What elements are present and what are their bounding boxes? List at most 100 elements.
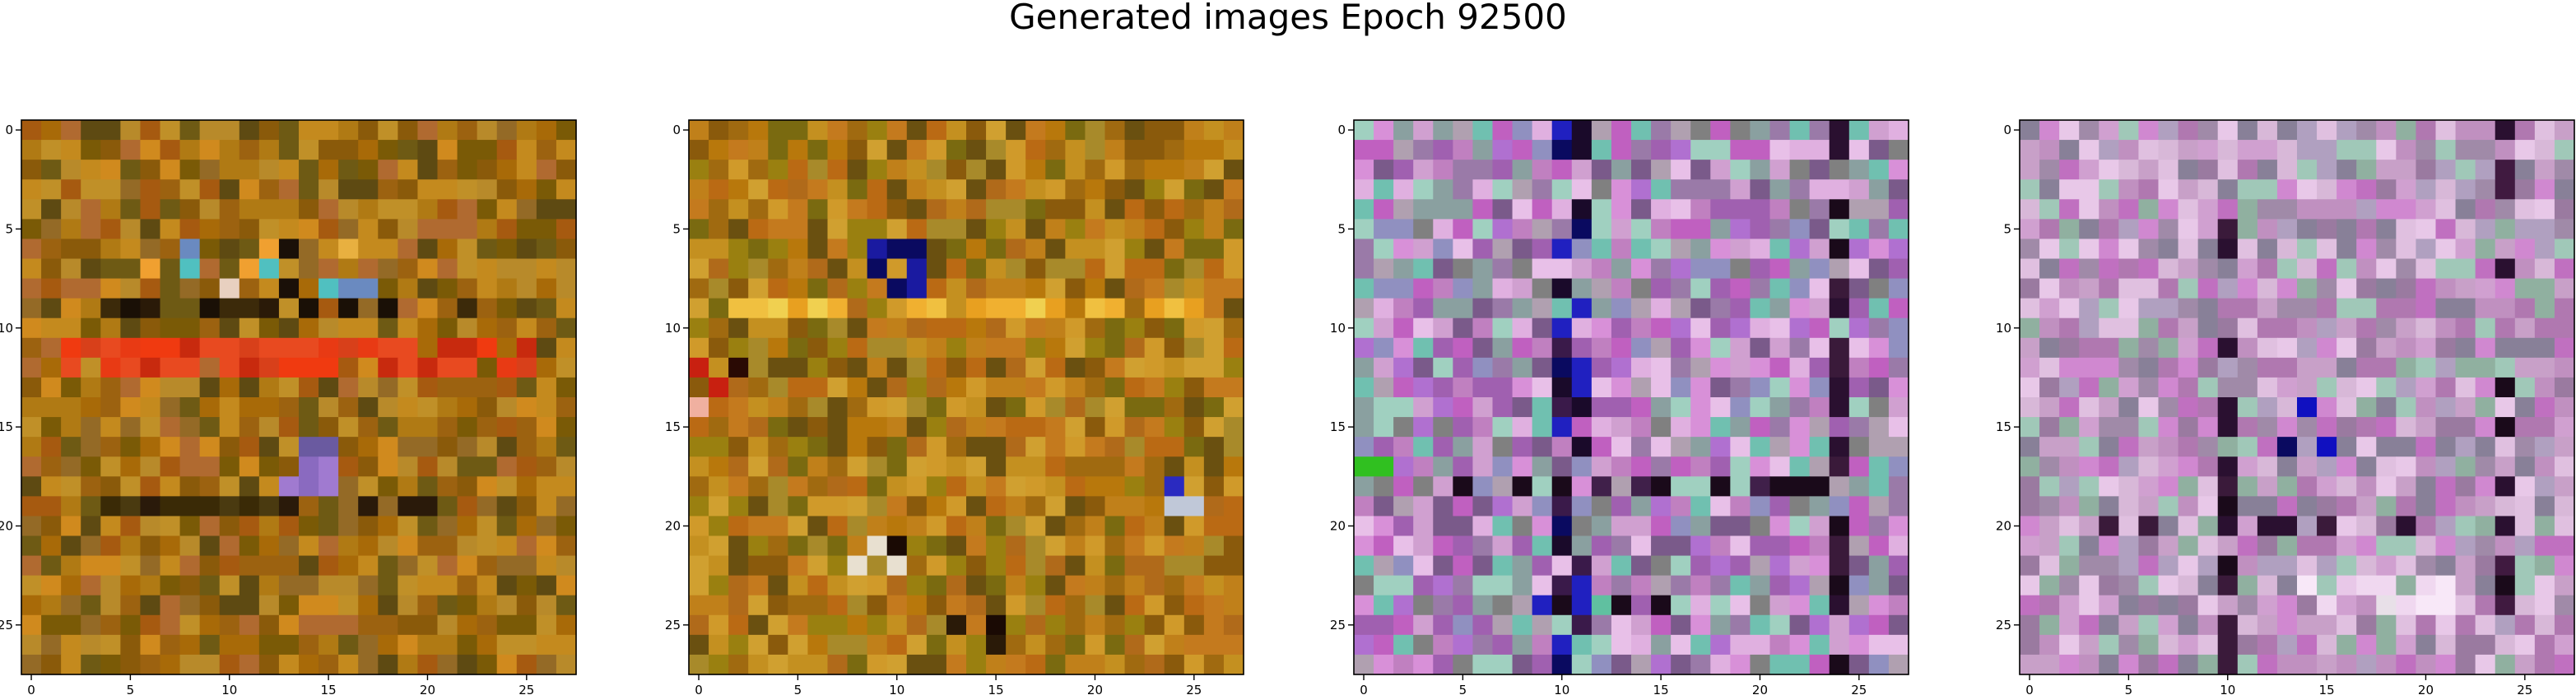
pixel-cell bbox=[827, 120, 849, 141]
pixel-cell bbox=[2020, 219, 2040, 240]
pixel-cell bbox=[728, 437, 749, 457]
pixel-cell bbox=[1183, 140, 1205, 160]
pixel-cell bbox=[2495, 239, 2516, 260]
pixel-cell bbox=[477, 397, 498, 418]
pixel-cell bbox=[2059, 654, 2080, 675]
pixel-cell bbox=[728, 516, 749, 537]
pixel-cell bbox=[1124, 179, 1146, 200]
pixel-cell bbox=[807, 575, 829, 596]
pixel-cell bbox=[728, 120, 749, 141]
pixel-cell bbox=[2197, 575, 2219, 596]
pixel-cell bbox=[2534, 595, 2555, 616]
pixel-cell bbox=[2257, 239, 2278, 260]
pixel-cell bbox=[2178, 160, 2199, 180]
pixel-cell bbox=[2514, 417, 2536, 438]
pixel-cell bbox=[2396, 476, 2417, 497]
pixel-cell bbox=[689, 397, 709, 418]
pixel-cell bbox=[378, 258, 398, 280]
pixel-cell bbox=[2118, 535, 2140, 557]
pixel-cell bbox=[536, 397, 557, 418]
pixel-grid bbox=[2020, 120, 2575, 675]
pixel-cell bbox=[2059, 476, 2080, 497]
pixel-cell bbox=[2217, 417, 2239, 438]
pixel-cell bbox=[2257, 595, 2278, 616]
pixel-cell bbox=[2475, 120, 2496, 141]
pixel-cell bbox=[946, 417, 967, 438]
pixel-cell bbox=[2455, 575, 2476, 596]
pixel-cell bbox=[689, 317, 709, 339]
axes-frame bbox=[21, 119, 577, 675]
pixel-cell bbox=[1085, 634, 1106, 656]
pixel-cell bbox=[477, 258, 498, 280]
pixel-cell bbox=[2356, 258, 2377, 280]
pixel-cell bbox=[689, 140, 709, 160]
pixel-cell bbox=[179, 555, 201, 577]
pixel-cell bbox=[61, 278, 81, 299]
pixel-cell bbox=[2178, 476, 2199, 497]
pixel-cell bbox=[516, 278, 537, 299]
pixel-cell bbox=[728, 317, 749, 339]
pixel-cell bbox=[709, 456, 729, 477]
pixel-cell bbox=[2197, 219, 2219, 240]
pixel-cell bbox=[378, 120, 398, 141]
pixel-cell bbox=[278, 397, 300, 418]
pixel-cell bbox=[1065, 397, 1086, 418]
pixel-cell bbox=[1631, 120, 1652, 141]
pixel-cell bbox=[41, 120, 62, 141]
pixel-cell bbox=[2475, 357, 2496, 378]
pixel-cell bbox=[788, 298, 809, 319]
pixel-grid bbox=[21, 120, 577, 675]
pixel-cell bbox=[81, 535, 101, 557]
pixel-cell bbox=[1065, 337, 1086, 359]
pixel-cell bbox=[2317, 496, 2337, 517]
pixel-cell bbox=[2276, 298, 2298, 319]
pixel-cell bbox=[966, 120, 987, 141]
pixel-cell bbox=[457, 614, 478, 636]
pixel-cell bbox=[1183, 595, 1205, 616]
pixel-cell bbox=[1065, 199, 1086, 220]
pixel-cell bbox=[2197, 614, 2219, 636]
pixel-cell bbox=[827, 160, 849, 180]
pixel-cell bbox=[1164, 614, 1185, 636]
pixel-cell bbox=[437, 377, 458, 398]
pixel-cell bbox=[21, 417, 42, 438]
pixel-cell bbox=[886, 595, 908, 616]
pixel-cell bbox=[2217, 298, 2239, 319]
pixel-cell bbox=[1144, 199, 1165, 220]
pixel-cell bbox=[1203, 634, 1225, 656]
pixel-cell bbox=[709, 654, 729, 675]
pixel-cell bbox=[2059, 179, 2080, 200]
pixel-cell bbox=[160, 595, 181, 616]
pixel-cell bbox=[986, 595, 1007, 616]
pixel-cell bbox=[2138, 219, 2160, 240]
pixel-cell bbox=[1006, 278, 1026, 299]
pixel-cell bbox=[2534, 317, 2555, 339]
pixel-cell bbox=[2197, 496, 2219, 517]
pixel-cell bbox=[2099, 437, 2119, 457]
pixel-cell bbox=[1591, 160, 1612, 180]
pixel-cell bbox=[1730, 120, 1751, 141]
pixel-cell bbox=[536, 278, 557, 299]
pixel-cell bbox=[986, 377, 1007, 398]
pixel-cell bbox=[728, 535, 749, 557]
pixel-cell bbox=[2534, 298, 2555, 319]
pixel-cell bbox=[2455, 219, 2476, 240]
pixel-cell bbox=[2376, 634, 2397, 656]
pixel-cell bbox=[1006, 555, 1026, 577]
pixel-cell bbox=[2118, 239, 2140, 260]
pixel-cell bbox=[338, 337, 359, 359]
pixel-cell bbox=[847, 179, 868, 200]
pixel-cell bbox=[398, 298, 419, 319]
pixel-cell bbox=[2178, 654, 2199, 675]
pixel-cell bbox=[2356, 377, 2377, 398]
pixel-cell bbox=[1453, 160, 1474, 180]
x-tick-label: 0 bbox=[695, 683, 703, 695]
pixel-cell bbox=[2396, 456, 2417, 477]
pixel-cell bbox=[258, 555, 280, 577]
pixel-cell bbox=[81, 278, 101, 299]
pixel-cell bbox=[477, 456, 498, 477]
pixel-cell bbox=[536, 120, 557, 141]
pixel-cell bbox=[398, 219, 419, 240]
pixel-cell bbox=[966, 614, 987, 636]
pixel-cell bbox=[2197, 476, 2219, 497]
